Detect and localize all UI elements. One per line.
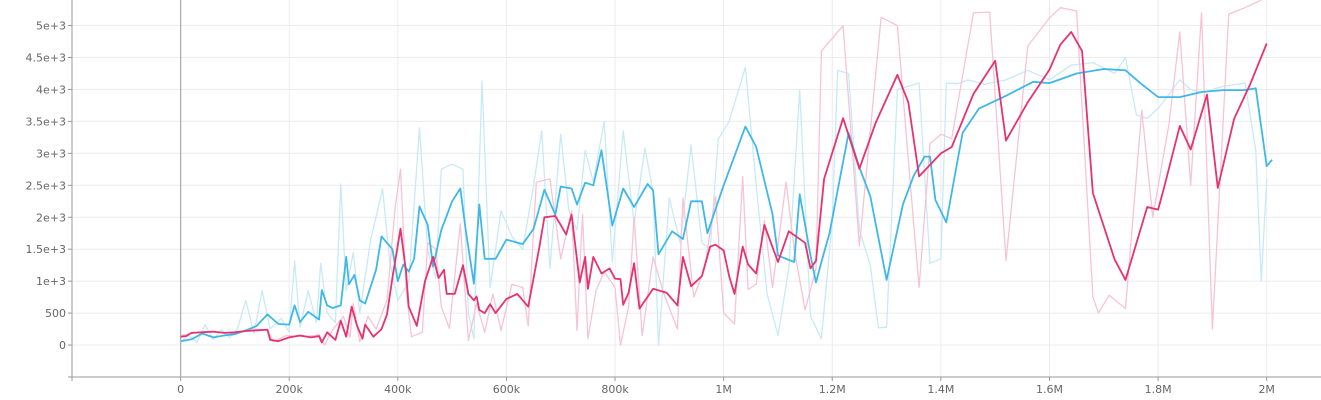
y-tick-label: 5e+3 — [36, 20, 66, 33]
x-tick-label: 1M — [715, 383, 732, 396]
x-tick-label: 400k — [384, 383, 412, 396]
x-tick-label: 1.6M — [1036, 383, 1063, 396]
x-tick-label: 200k — [276, 383, 304, 396]
series-0-smoothed-line — [180, 68, 1273, 343]
y-tick-label: 3e+3 — [36, 147, 66, 160]
x-tick-label: 1.4M — [927, 383, 954, 396]
x-tick-label: 800k — [601, 383, 629, 396]
x-tick-label: 0 — [177, 383, 184, 396]
x-tick-labels: 0 200k 400k 600k 800k 1M 1.2M 1.4M 1.6M 1.8M 2M — [177, 383, 1275, 396]
series-1-smoothed-line — [180, 30, 1268, 344]
y-tick-labels: 0 500 1e+3 1.5e+3 2e+3 2.5e+3 3e+3 3.5e+3 4e+3 4.… — [26, 20, 66, 352]
y-tick-label: 500 — [45, 307, 66, 320]
smoothed-series-group — [180, 30, 1273, 344]
y-tick-label: 1.5e+3 — [26, 243, 66, 256]
y-tick-label: 4e+3 — [36, 83, 66, 96]
x-tick-label: 1.2M — [819, 383, 846, 396]
y-tick-label: 2.5e+3 — [26, 179, 66, 192]
raw-series-group — [180, 0, 1268, 346]
x-tick-label: 600k — [493, 383, 521, 396]
y-tick-label: 0 — [59, 339, 66, 352]
series-0-raw-line — [180, 56, 1268, 346]
x-tick-label: 1.8M — [1145, 383, 1172, 396]
axes — [68, 0, 1321, 381]
y-tick-label: 4.5e+3 — [26, 52, 66, 65]
y-tick-label: 3.5e+3 — [26, 115, 66, 128]
y-tick-label: 1e+3 — [36, 275, 66, 288]
x-tick-label: 2M — [1258, 383, 1275, 396]
y-tick-label: 2e+3 — [36, 211, 66, 224]
series-1-raw-line — [180, 0, 1262, 346]
